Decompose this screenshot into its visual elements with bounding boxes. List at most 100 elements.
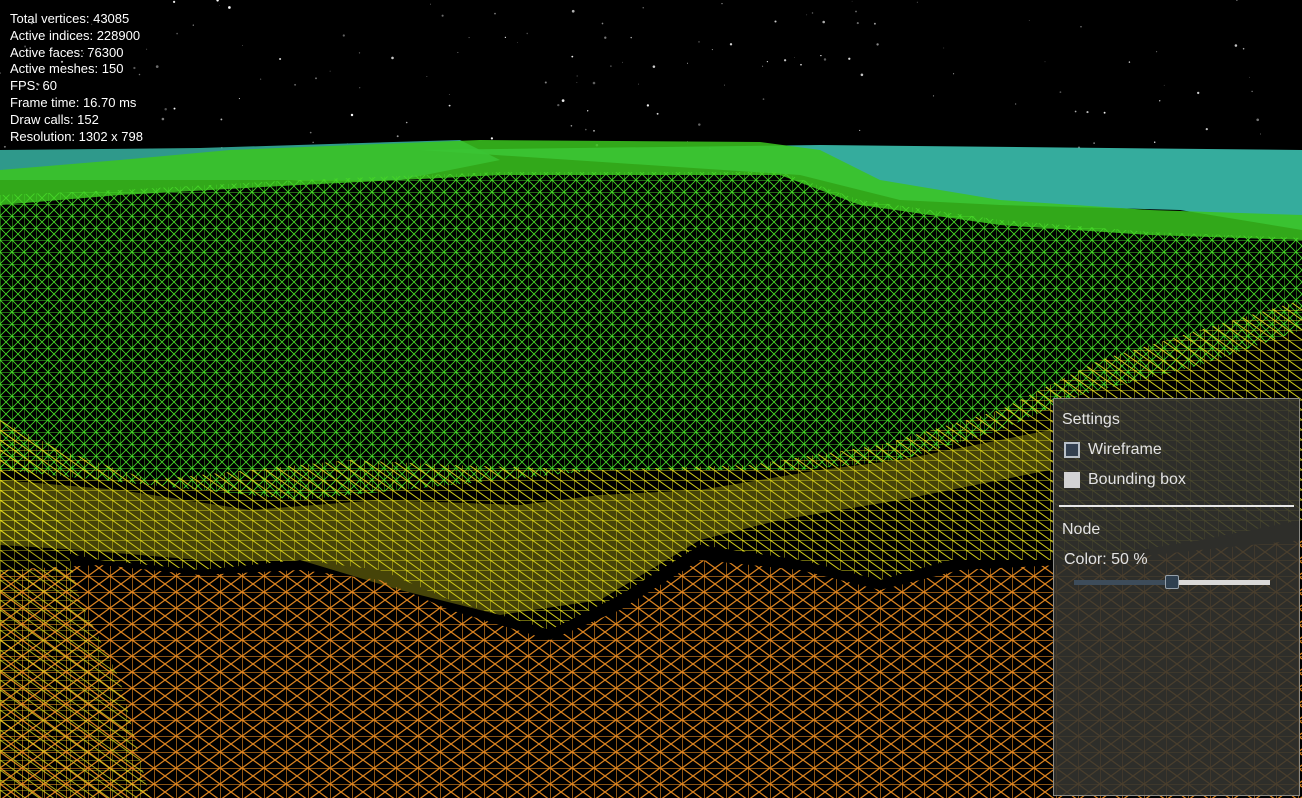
star <box>794 57 795 58</box>
star <box>1259 133 1262 135</box>
star <box>517 42 518 43</box>
star <box>656 112 659 115</box>
star <box>1015 103 1017 105</box>
star <box>441 14 444 17</box>
bounding-box-toggle[interactable]: Bounding box <box>1064 471 1186 489</box>
star <box>24 45 27 48</box>
star <box>309 131 312 134</box>
color-slider-label: Color: 50 % <box>1064 551 1148 568</box>
star <box>687 62 689 64</box>
terrain-ridge-yellow <box>0 430 1050 615</box>
star <box>561 99 565 102</box>
star <box>856 22 859 25</box>
star <box>242 45 243 46</box>
star <box>1080 26 1082 28</box>
star <box>54 116 58 120</box>
star <box>396 135 399 138</box>
bounding-box-checkbox[interactable] <box>1064 472 1080 488</box>
stat-resolution: Resolution: 1302 x 798 <box>10 128 143 144</box>
star <box>504 36 507 39</box>
star <box>60 60 64 63</box>
star <box>1197 91 1200 95</box>
star <box>73 37 75 40</box>
star <box>544 81 547 84</box>
star <box>359 87 361 89</box>
star <box>943 47 945 49</box>
star <box>133 66 136 70</box>
star <box>820 54 822 57</box>
star <box>358 52 361 54</box>
star <box>259 78 262 80</box>
star <box>570 125 573 127</box>
star <box>848 57 851 60</box>
star <box>219 5 220 6</box>
wireframe-toggle[interactable]: Wireframe <box>1064 441 1162 459</box>
star <box>585 128 587 131</box>
star <box>164 108 167 111</box>
star <box>161 117 165 121</box>
wireframe-label: Wireframe <box>1088 441 1162 458</box>
star <box>698 41 700 43</box>
star <box>405 121 408 124</box>
star <box>155 65 159 68</box>
star <box>430 3 431 5</box>
stat-active-meshes: Active meshes: 150 <box>10 61 124 77</box>
stat-fps: FPS: 60 <box>10 78 57 94</box>
stat-active-faces: Active faces: 76300 <box>10 44 124 60</box>
star <box>638 83 639 85</box>
star <box>279 57 282 61</box>
stat-active-indices: Active indices: 228900 <box>10 27 141 43</box>
star <box>783 59 787 62</box>
star <box>312 141 314 143</box>
star <box>1251 90 1253 93</box>
wireframe-checkbox[interactable] <box>1064 442 1080 458</box>
star <box>1159 100 1161 102</box>
star <box>342 34 345 37</box>
star <box>953 73 955 75</box>
star <box>1153 141 1156 143</box>
star <box>37 83 40 86</box>
terrain-band-yellow <box>0 300 1302 630</box>
star <box>216 0 219 2</box>
star <box>646 104 650 107</box>
stat-frame-time: Frame time: 16.70 ms <box>10 94 137 110</box>
settings-panel: Settings Wireframe Bounding box Node Col… <box>1053 398 1300 796</box>
star <box>698 123 701 126</box>
star <box>811 12 814 14</box>
star <box>1028 20 1030 21</box>
star <box>329 70 331 72</box>
star <box>630 36 632 39</box>
star <box>932 95 935 97</box>
terrain-rim-green <box>0 140 1302 240</box>
star <box>916 1 918 3</box>
star <box>448 94 450 95</box>
star <box>1256 118 1260 122</box>
star <box>3 145 6 148</box>
star <box>859 129 861 131</box>
star <box>494 12 496 15</box>
star <box>860 73 864 77</box>
color-slider-thumb[interactable] <box>1165 575 1179 589</box>
star <box>576 75 578 77</box>
star <box>762 65 764 67</box>
star <box>711 49 713 51</box>
star <box>192 24 194 26</box>
star <box>587 110 589 112</box>
star <box>146 48 148 50</box>
star <box>0 72 1 74</box>
color-slider-track-filled <box>1074 580 1172 585</box>
star <box>642 7 644 9</box>
star <box>876 43 879 46</box>
star <box>1044 61 1046 63</box>
star <box>823 58 827 61</box>
star <box>774 20 777 23</box>
star <box>1242 47 1245 50</box>
settings-title: Settings <box>1062 411 1120 428</box>
star <box>228 6 231 9</box>
star <box>490 137 494 140</box>
color-slider[interactable] <box>1074 575 1270 589</box>
star <box>806 14 808 16</box>
star <box>1059 91 1062 93</box>
